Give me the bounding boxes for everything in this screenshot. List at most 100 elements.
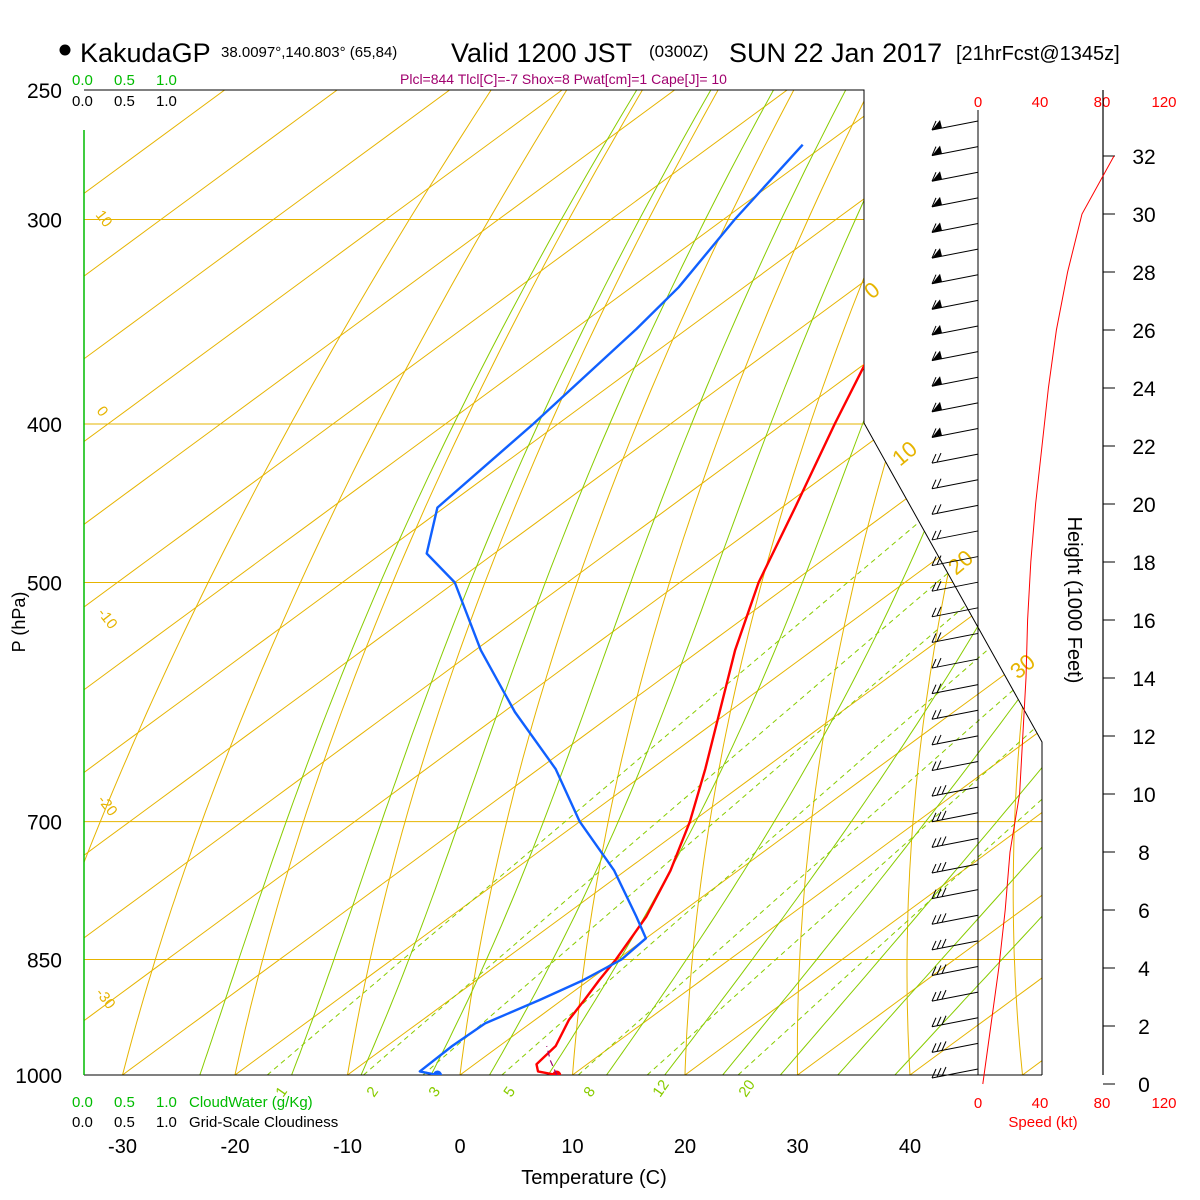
isotherm-line (572, 90, 1042, 1075)
wind-barb-feather (931, 710, 937, 720)
pressure-tick-label: 850 (27, 950, 62, 973)
cw-bottom-tick: 0.5 (114, 1094, 135, 1111)
wind-barb-feather (931, 940, 937, 951)
wind-barb-pennant (932, 248, 942, 259)
wind-barb-feather (941, 1041, 947, 1051)
y-axis-title: P (hPa) (9, 592, 29, 653)
height-tick-label: 24 (1132, 378, 1156, 401)
wind-barb (931, 427, 979, 438)
wind-barb (931, 324, 979, 336)
wind-barb-staff (931, 556, 979, 567)
isotherm-line (84, 90, 827, 1075)
wind-barb (931, 836, 979, 848)
station-dot-icon (59, 44, 71, 56)
wind-barb-staff (931, 146, 979, 157)
wind-barb (931, 913, 979, 925)
surface-dewpoint-marker (433, 1070, 442, 1075)
wind-barb-staff (931, 530, 979, 541)
dry-adiabat-line (1116, 61, 1200, 1110)
wind-barb-staff (931, 222, 979, 233)
station-name: KakudaGP (80, 38, 211, 68)
speed-bottom-tick: 40 (1032, 1095, 1049, 1112)
wind-barb-feather (941, 913, 947, 923)
wind-barb-feather (931, 223, 937, 233)
mixing-ratio-line (363, 423, 1042, 1075)
moist-adiabat-line (187, 90, 655, 1075)
surface-temperature-marker (552, 1070, 562, 1075)
wind-barb-staff (931, 427, 979, 438)
wind-barb-feather (931, 607, 937, 618)
isotherm-label-left: -30 (92, 985, 119, 1013)
wind-barb-staff (931, 299, 979, 310)
temperature-tick-label: -10 (333, 1136, 362, 1158)
mixing-ratio-label: 12 (649, 1077, 672, 1100)
mixing-ratio-line (577, 423, 1042, 1075)
wind-barb-pennant (932, 401, 942, 412)
moist-adiabat-line (750, 90, 1042, 1075)
dry-adiabat-line (113, 90, 586, 1075)
station-coords: 38.0097°,140.803° (65,84) (221, 44, 397, 61)
wind-barb-feather (936, 580, 942, 591)
cw-top-tick: 0.5 (114, 72, 135, 89)
speed-top-tick: 80 (1094, 94, 1111, 111)
isotherm-label-left: 10 (92, 207, 116, 231)
isotherm-label-right: 30 (1005, 649, 1040, 684)
wind-barbs (931, 120, 979, 1079)
wind-barb-pennant (932, 350, 942, 361)
wind-barb-feather (931, 146, 937, 156)
cw-top-tick: 1.0 (156, 72, 177, 89)
wind-barb-pennant (932, 145, 942, 156)
wind-barb-staff (931, 632, 979, 643)
wind-barb-staff (931, 991, 979, 1002)
cloud-top-tick: 1.0 (156, 93, 177, 110)
wind-barb-staff (931, 863, 979, 874)
wind-barb (931, 938, 979, 951)
wind-barb-feather (931, 1043, 937, 1053)
wind-barb (931, 632, 979, 643)
wind-barb-feather (931, 377, 937, 387)
pressure-tick-label: 300 (27, 210, 62, 233)
frame-outline (84, 89, 1043, 1075)
height-tick-label: 10 (1132, 784, 1155, 807)
wind-barb-feather (931, 556, 937, 566)
wind-barb-feather (936, 657, 942, 668)
wind-barb (931, 401, 979, 413)
wind-barb-feather (931, 735, 937, 746)
wind-barb-feather (936, 452, 942, 463)
moist-adiabat-line (524, 90, 1014, 1075)
wind-barb (931, 580, 979, 592)
wind-barb-staff (931, 966, 979, 977)
wind-barb-feather (931, 172, 937, 182)
wind-barb (931, 964, 979, 977)
wind-barb-feather (936, 939, 942, 950)
wind-barb-staff (931, 274, 979, 285)
wind-barb-pennant (932, 427, 942, 438)
mixing-ratio-line (266, 423, 1036, 1075)
wind-barb-feather (936, 1016, 942, 1026)
isotherm-line (84, 90, 1042, 1075)
wind-barb-feather (931, 684, 937, 694)
mixing-ratio-label: 5 (500, 1084, 519, 1101)
wind-barb-feather (931, 581, 937, 592)
wind-barb-feather (931, 786, 937, 797)
height-tick-label: 28 (1132, 262, 1155, 285)
height-tick-label: 16 (1132, 610, 1155, 633)
moist-adiabat-line (412, 90, 862, 1075)
wind-barb (931, 478, 979, 490)
wind-barb (931, 1041, 979, 1053)
isotherm-line (797, 90, 1042, 1075)
wind-barb-feather (931, 402, 937, 413)
pressure-tick-label: 700 (27, 812, 62, 835)
mixing-ratio-label: 2 (363, 1084, 382, 1101)
wind-barb-feather (941, 1066, 947, 1077)
wind-barb (931, 273, 979, 285)
pressure-tick-label: 500 (27, 573, 62, 596)
dry-adiabat-line (683, 90, 960, 1075)
isotherm-line (84, 90, 1042, 1075)
wind-barb (931, 350, 979, 362)
dry-adiabat-line (84, 90, 511, 1075)
height-tick-label: 12 (1132, 726, 1155, 749)
wind-barb-staff (931, 889, 979, 900)
